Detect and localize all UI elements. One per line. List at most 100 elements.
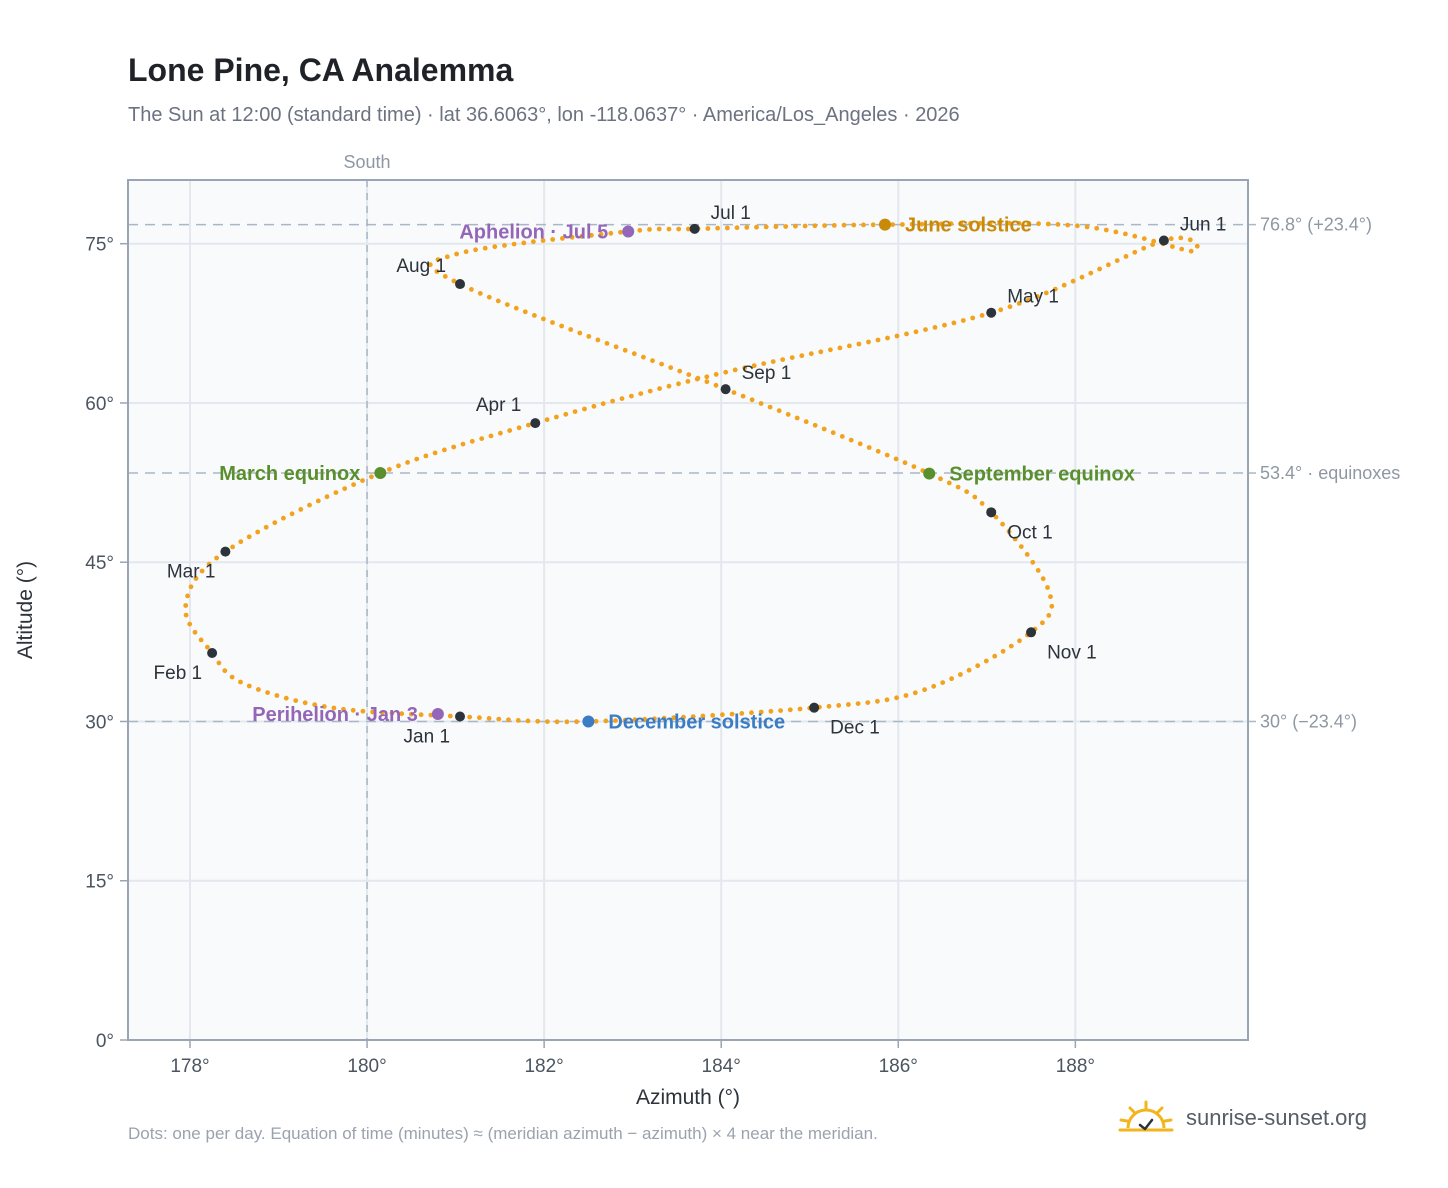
daily-sun-dot [652,716,657,722]
event-label: September equinox [949,464,1135,486]
daily-sun-dot [187,621,193,627]
daily-sun-dot [1114,258,1120,263]
daily-sun-dot [246,683,252,689]
daily-sun-dot [979,313,985,318]
reference-lines: South 76.8° (+23.4°) 53.4° · equinoxes 30° … [128,152,1400,1040]
daily-sun-dot [502,243,507,248]
event-marker [622,225,635,238]
daily-sun-dot [379,710,385,715]
daily-sun-dot [619,396,625,401]
daily-sun-dot [681,714,686,720]
daily-sun-dot [479,436,485,441]
daily-sun-dot [541,316,546,322]
daily-sun-dot [477,715,482,721]
daily-sun-dot [993,514,999,520]
daily-sun-dot [467,714,473,720]
daily-sun-dot [780,357,786,362]
daily-sun-dot [434,269,440,274]
daily-sun-dot [647,388,653,394]
y-tick-label: 30° [85,712,114,733]
daily-sun-dot [1088,270,1094,276]
daily-sun-dot [1170,244,1175,249]
daily-sun-dot [940,680,946,685]
daily-sun-dot [828,347,833,353]
x-tick-label: 188° [1056,1056,1095,1077]
daily-sun-dot [1123,254,1129,259]
daily-sun-dot [469,438,475,444]
daily-sun-dot [641,354,646,360]
daily-sun-dot [1040,576,1046,582]
daily-sun-dot [1151,238,1157,244]
daily-sun-dot [841,222,847,228]
daily-sun-dot [855,701,861,706]
daily-sun-dot [341,706,346,712]
daily-sun-dot [812,422,818,428]
chart-subtitle: The Sun at 12:00 (standard time) · lat 3… [128,104,960,126]
event-marker [582,715,595,728]
daily-sun-dot [477,291,483,296]
daily-sun-dot [1034,294,1040,299]
daily-sun-dot [507,428,513,433]
daily-sun-dot [1045,585,1050,590]
daily-sun-dot [463,249,469,255]
daily-sun-dot [894,333,900,339]
daily-sun-dot [998,307,1004,313]
daily-sun-dot [522,309,528,315]
daily-sun-dot [192,629,198,635]
daily-sun-dot [281,515,286,521]
daily-sun-dot [894,695,899,701]
daily-sun-dot [875,448,881,454]
daily-sun-dot [435,257,441,262]
daily-sun-dot [496,716,502,722]
daily-sun-dot [516,425,522,431]
event-label: Perihelion · Jan 3 [252,704,418,726]
daily-sun-dot [604,341,610,346]
daily-sun-dot [1000,648,1006,654]
daily-sun-dot [1094,225,1100,231]
daily-sun-dot [812,223,818,229]
month-label: Jun 1 [1180,215,1226,236]
daily-sun-dot [432,450,438,456]
daily-sun-dot [447,713,453,719]
daily-sun-dot [776,408,782,414]
daily-sun-dot [1106,262,1111,268]
daily-sun-dot [569,234,575,240]
daily-sun-dot [572,409,578,414]
daily-sun-dot [657,386,662,391]
daily-sun-dot [216,660,222,666]
daily-sun-dot [668,365,674,370]
daily-sun-dot [710,713,716,718]
daily-sun-dot [513,305,519,311]
daily-sun-dot [768,708,774,714]
brand[interactable]: sunrise-sunset.org [1118,1100,1367,1136]
daily-sun-dot [1141,236,1147,242]
daily-sun-dot [1055,222,1061,227]
month-marker [986,507,997,518]
daily-sun-dot [350,707,356,713]
daily-sun-dot [739,711,745,716]
daily-sun-dot [600,401,606,407]
daily-sun-dot [938,476,943,482]
daily-sun-dot [198,637,204,643]
daily-sun-dot [942,322,947,328]
y-axis-label: Altitude (°) [14,561,37,659]
daily-sun-dot [902,460,908,466]
daily-sun-dot [631,351,637,357]
daily-sun-dot [506,717,511,723]
daily-sun-dot [324,494,330,500]
daily-sun-dot [526,422,531,428]
daily-sun-dot [550,237,556,242]
daily-sun-dot [333,490,339,495]
daily-sun-dot [535,718,541,724]
daily-sun-dot [1123,231,1128,237]
daily-sun-dot [591,403,597,409]
daily-sun-dot [767,404,773,410]
daily-sun-dot [1000,521,1005,527]
daily-sun-dot [1007,220,1012,226]
brand-link[interactable]: sunrise-sunset.org [1186,1105,1367,1130]
daily-sun-dot [659,361,664,367]
daily-sun-dot [794,415,800,421]
y-tick-label: 0° [96,1031,114,1052]
daily-sun-dot [900,222,905,227]
